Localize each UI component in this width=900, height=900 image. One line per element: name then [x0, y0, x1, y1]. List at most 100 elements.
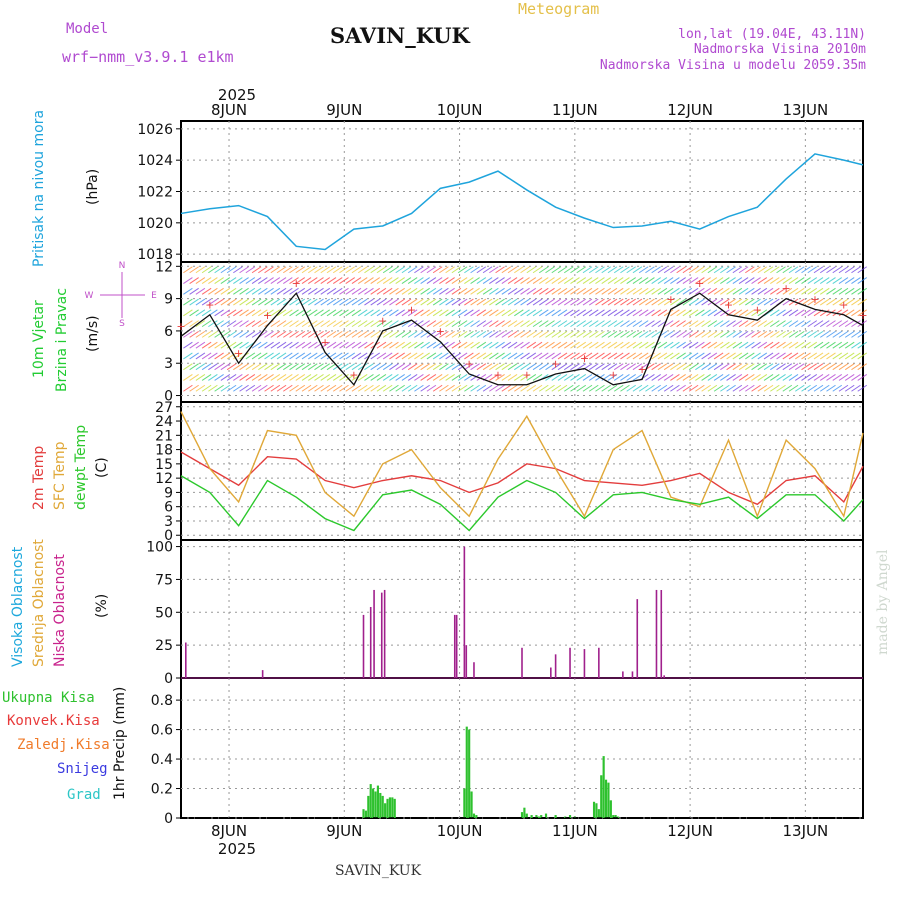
wind-barb [732, 374, 743, 381]
wind-barb [588, 298, 599, 306]
wind-barb [245, 384, 256, 392]
wind-barb [695, 363, 705, 371]
precip-bar [540, 815, 543, 818]
wind-barb [807, 352, 818, 360]
wind-barb [776, 352, 786, 360]
wind-barb [432, 352, 443, 360]
wind-barb [295, 374, 306, 381]
wind-barb [545, 266, 555, 274]
wind-barb [414, 330, 424, 338]
wind-barb [788, 277, 799, 284]
station-title: SAVIN_KUK [330, 23, 471, 48]
wind-barb [620, 374, 630, 381]
wind-barb [695, 341, 705, 349]
wind-barb [295, 266, 306, 274]
wind-barb [782, 309, 793, 317]
wind-barb [345, 266, 356, 274]
wind-barb [220, 374, 231, 381]
wind-barb [601, 320, 612, 328]
precip-bar [612, 815, 615, 818]
wind-barb [745, 277, 755, 284]
wind-barb [613, 330, 624, 338]
wind-barb [720, 330, 730, 338]
wind-barb [370, 352, 380, 360]
wind-barb [514, 298, 524, 306]
wind-barb [545, 309, 555, 317]
wind-barb [663, 374, 674, 381]
wind-barb [464, 384, 474, 392]
wind-barb [201, 309, 212, 317]
wind-barb [451, 266, 462, 274]
wind-barb [464, 320, 474, 328]
wind-barb [307, 374, 318, 381]
temp-ytick-label: 0 [164, 528, 173, 544]
wind-barb [570, 287, 580, 295]
wind-barb [776, 330, 786, 338]
wind-barb [645, 384, 655, 392]
wind-barb [426, 287, 437, 295]
wind-barb [214, 374, 224, 381]
precip-ytick-label: 0.2 [151, 782, 173, 798]
wind-barb [819, 384, 830, 392]
wind-barb [826, 320, 836, 328]
wind-barb [495, 384, 505, 392]
compass-n: N [119, 261, 126, 271]
wind-barb [258, 266, 268, 274]
wind-barb [357, 330, 368, 338]
wind-barb [283, 320, 293, 328]
wind-barb [283, 309, 293, 317]
wind-barb [382, 341, 393, 349]
wind-barb [239, 320, 249, 328]
wind-barb [208, 384, 218, 392]
precip-snow-label: Snijeg [57, 761, 108, 777]
wind-barb [482, 298, 493, 306]
wind-barb [301, 330, 312, 338]
wind-barb [776, 384, 786, 392]
wind-barb [613, 363, 624, 371]
wind-barb [407, 330, 418, 338]
wind-barb [695, 309, 705, 317]
wind-barb [314, 384, 324, 392]
wind-barb [495, 330, 505, 338]
bottom-day-label: 12JUN [667, 822, 713, 840]
wind-barb [189, 277, 199, 284]
wind-barb [401, 287, 412, 295]
wind-barb [720, 363, 730, 371]
wind-barb [857, 309, 867, 317]
wind-barb [838, 384, 849, 392]
wind-barb [832, 374, 843, 381]
wind-barb [464, 341, 474, 349]
wind-labels: 10m Vjetar Brzina i Pravac (m/s) N W E S [31, 261, 157, 392]
wind-barb [332, 320, 343, 328]
wind-barb [507, 341, 518, 349]
wind-barb [588, 352, 599, 360]
precip-bar [523, 807, 526, 818]
wind-barb [539, 352, 549, 360]
wind-barb [258, 287, 268, 295]
wind-barb [676, 266, 686, 274]
wind-barb [632, 341, 643, 349]
wind-barb [514, 287, 524, 295]
wind-barb [563, 277, 574, 284]
wind-barb [688, 298, 699, 306]
wind-barb [470, 384, 480, 392]
wind-barb [701, 287, 711, 295]
wind-barb [339, 330, 349, 338]
wind-barb [838, 330, 849, 338]
wind-barb [407, 298, 418, 306]
wind-barb [701, 341, 711, 349]
wind-barb [251, 266, 262, 274]
wind-barb [445, 374, 455, 381]
wind-barb [276, 374, 287, 381]
wind-barb [732, 352, 743, 360]
wind-barb [445, 309, 455, 317]
wind-barb [414, 287, 424, 295]
wind-barb [332, 352, 343, 360]
wind-barb [495, 374, 505, 381]
wind-barb [807, 287, 818, 295]
top-day-label: 11JUN [552, 101, 598, 119]
wind-barb [663, 384, 674, 392]
wind-barb [638, 352, 649, 360]
wind-barb [320, 384, 331, 392]
wind-barb [195, 341, 206, 349]
